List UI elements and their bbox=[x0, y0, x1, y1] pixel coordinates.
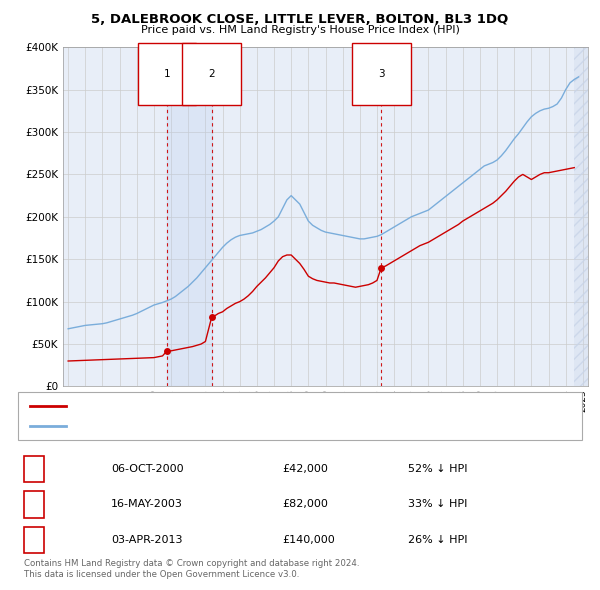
Text: 1: 1 bbox=[31, 464, 38, 474]
Text: 1: 1 bbox=[164, 70, 170, 79]
Text: 3: 3 bbox=[31, 535, 38, 545]
Text: 52% ↓ HPI: 52% ↓ HPI bbox=[408, 464, 467, 474]
Text: £140,000: £140,000 bbox=[282, 535, 335, 545]
Text: 33% ↓ HPI: 33% ↓ HPI bbox=[408, 500, 467, 509]
Text: This data is licensed under the Open Government Licence v3.0.: This data is licensed under the Open Gov… bbox=[24, 571, 299, 579]
Text: 5, DALEBROOK CLOSE, LITTLE LEVER, BOLTON, BL3 1DQ: 5, DALEBROOK CLOSE, LITTLE LEVER, BOLTON… bbox=[91, 13, 509, 26]
Text: Contains HM Land Registry data © Crown copyright and database right 2024.: Contains HM Land Registry data © Crown c… bbox=[24, 559, 359, 568]
Text: 03-APR-2013: 03-APR-2013 bbox=[111, 535, 182, 545]
Text: 2: 2 bbox=[208, 70, 215, 79]
Text: 5, DALEBROOK CLOSE, LITTLE LEVER, BOLTON, BL3 1DQ (detached house): 5, DALEBROOK CLOSE, LITTLE LEVER, BOLTON… bbox=[78, 401, 442, 411]
Text: Price paid vs. HM Land Registry's House Price Index (HPI): Price paid vs. HM Land Registry's House … bbox=[140, 25, 460, 35]
Text: £42,000: £42,000 bbox=[282, 464, 328, 474]
Text: 06-OCT-2000: 06-OCT-2000 bbox=[111, 464, 184, 474]
Bar bbox=[167, 47, 212, 386]
Text: £82,000: £82,000 bbox=[282, 500, 328, 509]
Text: 3: 3 bbox=[378, 70, 385, 79]
Text: 16-MAY-2003: 16-MAY-2003 bbox=[111, 500, 183, 509]
Text: HPI: Average price, detached house, Bolton: HPI: Average price, detached house, Bolt… bbox=[78, 421, 290, 431]
Text: 26% ↓ HPI: 26% ↓ HPI bbox=[408, 535, 467, 545]
Text: 2: 2 bbox=[31, 500, 38, 509]
